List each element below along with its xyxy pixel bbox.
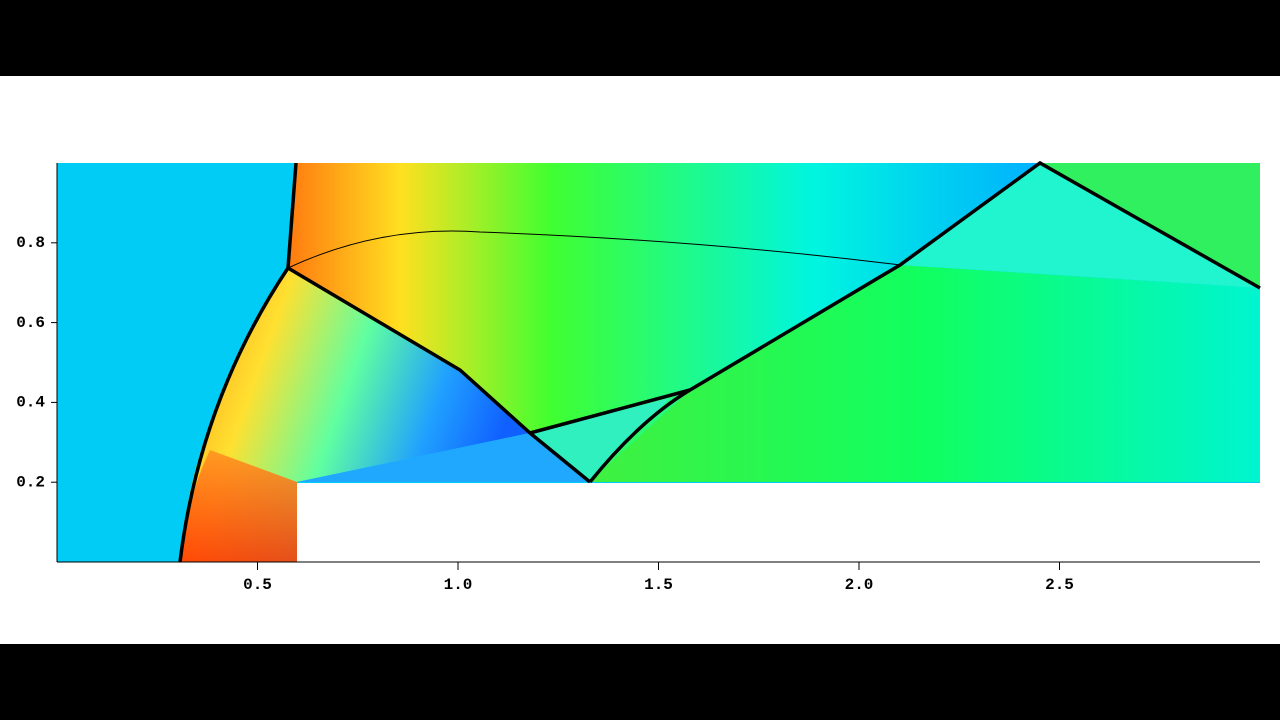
letterbox-top: [0, 0, 1280, 76]
x-tick-label: 0.5: [243, 576, 272, 594]
x-tick-label: 2.0: [845, 576, 874, 594]
flow-field: [57, 160, 1261, 563]
x-tick-label: 1.0: [444, 576, 473, 594]
y-tick-label: 0.6: [16, 314, 45, 332]
y-tick-label: 0.8: [16, 234, 45, 252]
letterbox-bottom: [0, 644, 1280, 720]
y-tick-label: 0.2: [16, 473, 45, 491]
y-tick-label: 0.4: [16, 394, 45, 412]
x-tick-label: 2.5: [1045, 576, 1074, 594]
x-tick-label: 1.5: [644, 576, 673, 594]
